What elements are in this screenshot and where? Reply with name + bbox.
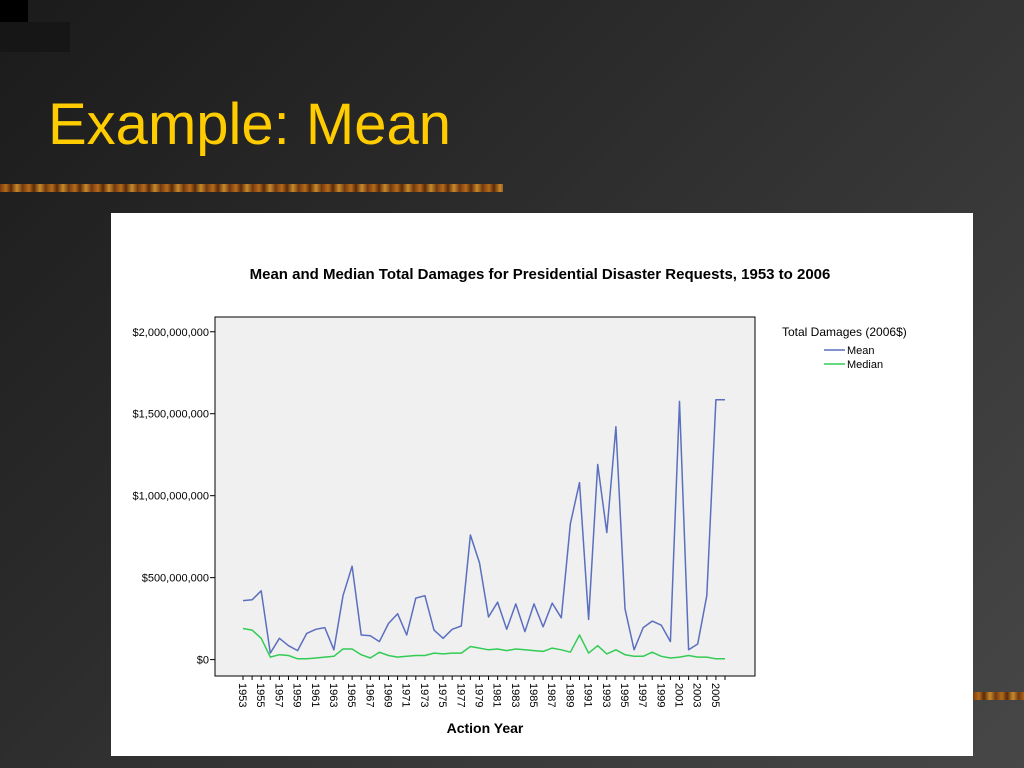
x-tick-label: 2001 — [673, 683, 685, 707]
legend-label-median: Median — [847, 359, 883, 371]
x-tick-label: 1983 — [509, 683, 521, 707]
x-tick-label: 1989 — [563, 683, 575, 707]
series-lines — [242, 399, 725, 660]
x-tick-label: 1995 — [618, 683, 630, 707]
y-tick-label: $0 — [197, 655, 209, 667]
x-tick-label: 2003 — [691, 683, 703, 707]
x-tick-label: 1955 — [254, 683, 266, 707]
title-underline-decoration — [0, 184, 503, 192]
x-tick-label: 1967 — [363, 683, 375, 707]
x-tick-label: 1959 — [291, 683, 303, 707]
chart-title: Mean and Median Total Damages for Presid… — [250, 266, 831, 283]
corner-decoration — [0, 0, 28, 22]
legend-title: Total Damages (2006$) — [782, 325, 907, 339]
x-axis: 1953 1955 1957 1959 1961 1963 1965 1967 1969 1971… — [236, 676, 726, 707]
x-tick-label: 1965 — [345, 683, 357, 707]
plot-area — [214, 316, 756, 677]
legend-label-mean: Mean — [847, 345, 875, 357]
corner-decoration-shadow — [0, 22, 70, 52]
x-tick-label: 1993 — [600, 683, 612, 707]
x-tick-label: 1971 — [400, 683, 412, 707]
x-tick-label: 1997 — [636, 683, 648, 707]
right-edge-decoration — [973, 692, 1024, 700]
x-tick-label: 1963 — [327, 683, 339, 707]
x-tick-label: 1953 — [236, 683, 248, 707]
series-line-mean — [242, 399, 725, 654]
y-tick-label: $1,000,000,000 — [133, 491, 209, 503]
x-tick-label: 1985 — [527, 683, 539, 707]
x-axis-label: Action Year — [447, 720, 524, 736]
x-tick-label: 1981 — [491, 683, 503, 707]
chart-svg: Mean and Median Total Damages for Presid… — [133, 266, 907, 736]
y-axis: $0 $500,000,000 $1,000,000,000 $1,500,000,0… — [133, 327, 215, 667]
y-tick-label: $500,000,000 — [142, 573, 209, 585]
x-tick-label: 1973 — [418, 683, 430, 707]
x-tick-label: 1987 — [545, 683, 557, 707]
x-tick-label: 1979 — [472, 683, 484, 707]
x-tick-label: 1961 — [309, 683, 321, 707]
x-tick-label: 2005 — [709, 683, 721, 707]
y-tick-label: $2,000,000,000 — [133, 327, 209, 339]
x-tick-label: 1969 — [382, 683, 394, 707]
x-tick-label: 1957 — [272, 683, 284, 707]
y-tick-label: $1,500,000,000 — [133, 409, 209, 421]
x-tick-label: 1977 — [454, 683, 466, 707]
x-tick-label: 1999 — [654, 683, 666, 707]
slide-title: Example: Mean — [48, 92, 451, 157]
x-tick-label: 1975 — [436, 683, 448, 707]
legend: Total Damages (2006$) Mean Median — [782, 325, 907, 371]
x-tick-label: 1991 — [582, 683, 594, 707]
series-line-median — [242, 627, 725, 660]
chart-panel: Mean and Median Total Damages for Presid… — [111, 213, 973, 756]
